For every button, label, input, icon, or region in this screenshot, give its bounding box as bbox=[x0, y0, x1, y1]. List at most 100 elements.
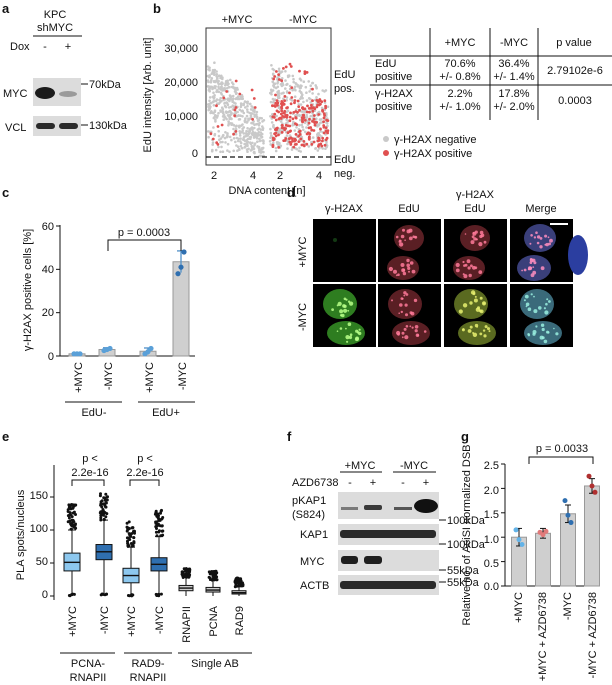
image-row2-edu-nucleus-2 bbox=[392, 321, 430, 345]
panel-e-outlier bbox=[185, 569, 188, 573]
scatter-point-negative bbox=[228, 117, 231, 121]
panel-e-outlier bbox=[159, 511, 162, 515]
scatter-point-negative bbox=[280, 84, 284, 88]
panel-g: g 2.5 2.0 1.5 1.0 0.5 0.0 Relative no. o… bbox=[461, 429, 600, 681]
scatter-point-positive bbox=[301, 106, 304, 109]
fluorescence-spot bbox=[397, 273, 400, 277]
scatter-point-negative bbox=[214, 118, 217, 121]
panel-c-ytick-40: 40 bbox=[42, 264, 54, 276]
scatter-point-positive bbox=[283, 95, 287, 98]
scatter-point-positive bbox=[313, 121, 316, 124]
panel-c-ticks bbox=[56, 225, 60, 357]
scatter-point-positive bbox=[293, 99, 297, 102]
scatter-point-negative bbox=[223, 102, 226, 105]
scatter-point-positive bbox=[288, 91, 291, 95]
scatter-point-positive bbox=[215, 104, 218, 108]
scatter-point-negative bbox=[300, 95, 304, 98]
blot-myc-band-1 bbox=[35, 87, 55, 99]
panel-d-col-merge: Merge bbox=[525, 203, 556, 215]
panel-e-ytick-100: 100 bbox=[30, 523, 48, 535]
scatter-point-positive bbox=[232, 132, 236, 136]
scatter-point-negative bbox=[302, 80, 306, 83]
fluorescence-spot bbox=[521, 269, 523, 272]
scatter-point-negative bbox=[215, 73, 219, 76]
scatter-point-negative bbox=[226, 142, 230, 146]
scatter-point-negative bbox=[316, 149, 320, 152]
scatter-point-negative bbox=[325, 140, 328, 144]
scatter-point-negative bbox=[250, 132, 253, 135]
scatter-point-negative bbox=[321, 147, 325, 150]
scatter-point-negative bbox=[262, 142, 265, 145]
panel-g-xtick-3: -MYC bbox=[562, 592, 574, 620]
panel-g-ytick-0.0: 0.0 bbox=[484, 581, 499, 593]
table-row1-pos-2: +/- 0.8% bbox=[439, 71, 480, 83]
panel-e-outlier bbox=[127, 532, 131, 536]
panel-b-ytick-10000: 10,000 bbox=[164, 111, 198, 123]
scatter-point-negative bbox=[239, 144, 243, 148]
panel-g-ticks bbox=[501, 463, 505, 587]
panel-e-p2-line1: p < bbox=[137, 453, 153, 465]
panel-e-outlier bbox=[104, 515, 108, 519]
fluorescence-spot bbox=[405, 293, 409, 296]
panel-d-col-overlay-2: EdU bbox=[464, 203, 485, 215]
scatter-point-negative bbox=[208, 99, 211, 103]
fluorescence-spot bbox=[529, 261, 533, 264]
scatter-point-negative bbox=[235, 91, 238, 95]
scatter-point-negative bbox=[299, 84, 302, 87]
scatter-point-negative bbox=[219, 109, 222, 112]
scatter-point-negative bbox=[273, 98, 277, 101]
blot-myc-f-band-2 bbox=[364, 556, 382, 564]
fluorescence-spot bbox=[349, 333, 353, 337]
fluorescence-spot bbox=[543, 307, 547, 310]
fluorescence-spot bbox=[402, 271, 407, 276]
scatter-point-negative bbox=[223, 87, 226, 90]
fluorescence-spot bbox=[467, 266, 471, 270]
scatter-point-positive bbox=[278, 116, 282, 120]
fluorescence-spots bbox=[331, 228, 559, 344]
panel-g-point bbox=[516, 537, 522, 543]
scatter-point-negative bbox=[219, 76, 222, 80]
scatter-point-negative bbox=[232, 137, 236, 140]
scatter-point-positive bbox=[322, 125, 326, 129]
scatter-point-negative bbox=[296, 85, 300, 88]
scatter-point-positive bbox=[274, 118, 278, 122]
panel-g-ytick-1.5: 1.5 bbox=[484, 509, 499, 521]
scatter-point-negative bbox=[303, 121, 307, 125]
fluorescence-spot bbox=[469, 301, 473, 305]
fluorescence-spot bbox=[532, 266, 535, 268]
scatter-point-negative bbox=[255, 115, 259, 119]
scatter-point-negative bbox=[208, 68, 211, 72]
scatter-point-negative bbox=[231, 104, 235, 107]
panel-e-outlier bbox=[155, 512, 159, 516]
scatter-point-positive bbox=[322, 120, 325, 124]
scatter-point-negative bbox=[304, 85, 308, 89]
scatter-point-positive bbox=[274, 134, 278, 138]
scatter-point-positive bbox=[251, 117, 255, 121]
panel-e-outlier bbox=[156, 522, 160, 526]
fluorescence-spot bbox=[331, 308, 334, 311]
scatter-point-negative bbox=[226, 114, 230, 117]
fluorescence-spot bbox=[540, 323, 545, 327]
fluorescence-spot bbox=[408, 236, 413, 241]
scatter-point-negative bbox=[290, 99, 294, 102]
fluorescence-spot bbox=[483, 240, 487, 244]
panel-e-outlier bbox=[213, 570, 216, 574]
fluorescence-spot bbox=[543, 339, 548, 344]
scatter-point-negative bbox=[240, 124, 243, 127]
panel-c-sig-bracket bbox=[107, 239, 182, 251]
panel-f-row-s824: (S824) bbox=[292, 509, 325, 521]
fluorescence-spot bbox=[527, 307, 532, 312]
scatter-point-negative bbox=[211, 111, 214, 114]
fluorescence-spot bbox=[478, 309, 482, 313]
scatter-point-positive bbox=[274, 131, 278, 135]
panel-g-point bbox=[562, 498, 568, 504]
scatter-point-positive bbox=[323, 143, 327, 147]
fluorescence-spot bbox=[455, 262, 460, 268]
fluorescence-spot bbox=[474, 323, 479, 328]
fluorescence-spot bbox=[343, 308, 348, 313]
image-row1-merge-nucleus-3 bbox=[568, 235, 588, 275]
panel-e-outlier bbox=[74, 522, 77, 526]
scatter-point-negative bbox=[286, 109, 290, 113]
scatter-point-negative bbox=[311, 81, 315, 85]
